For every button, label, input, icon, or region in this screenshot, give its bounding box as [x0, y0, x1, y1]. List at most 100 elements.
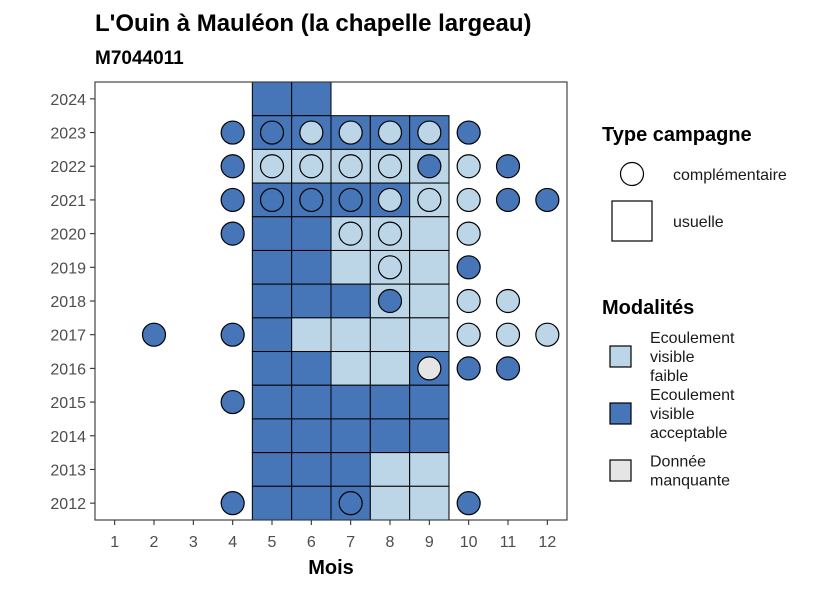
- usual-square-2014-5: [251, 418, 293, 454]
- complementary-circle-2021-4: [220, 187, 245, 213]
- usual-square-2013-7: [330, 452, 371, 487]
- usual-square-2016-6: [291, 351, 332, 386]
- legend-label-acceptable: visible: [650, 406, 695, 423]
- complementary-circle-2021-8: [377, 187, 403, 213]
- legend-label-faible: visible: [650, 349, 695, 366]
- complementary-circle-2022-5: [259, 154, 285, 179]
- complementary-circle-2023-10: [456, 120, 481, 145]
- usual-square-2013-8: [369, 452, 411, 487]
- usual-square-2016-8: [369, 351, 411, 386]
- squares-layer: [251, 81, 450, 521]
- x-tick-label: 8: [386, 534, 395, 551]
- usual-square-2016-5: [251, 351, 293, 386]
- legend-key-acceptable: [609, 402, 632, 425]
- complementary-circle-2020-8: [377, 221, 403, 246]
- legend-label-acceptable: acceptable: [650, 425, 727, 442]
- complementary-circle-2017-12: [535, 322, 560, 347]
- complementary-circle-2023-9: [417, 120, 442, 145]
- y-tick-label: 2023: [50, 126, 86, 143]
- complementary-circle-2020-10: [456, 221, 481, 246]
- complementary-circle-2023-7: [338, 120, 363, 145]
- y-tick-label: 2019: [50, 260, 86, 277]
- complementary-circle-2022-7: [338, 154, 363, 179]
- usual-square-2012-9: [409, 485, 450, 521]
- plot-area: [94, 81, 568, 521]
- legend-square-label: usuelle: [673, 214, 724, 231]
- complementary-circle-2016-11: [495, 356, 521, 381]
- usual-square-2017-8: [369, 317, 411, 353]
- y-tick-label: 2024: [50, 92, 86, 109]
- legend-modalites-title: Modalités: [602, 297, 694, 319]
- usual-square-2016-7: [330, 351, 371, 386]
- complementary-circle-2018-8: [377, 288, 403, 314]
- y-axis: 2012 2013 2014 2015 2016 2017 2018 2019 2020 2021…: [50, 92, 95, 513]
- x-tick-label: 3: [189, 534, 198, 551]
- legend-label-faible: faible: [650, 368, 688, 385]
- usual-square-2013-9: [409, 452, 450, 487]
- complementary-circle-2017-2: [141, 322, 167, 347]
- legend-key-manquante: [609, 459, 632, 482]
- complementary-circle-2012-4: [220, 491, 245, 516]
- y-tick-label: 2013: [50, 462, 86, 479]
- usual-square-2015-8: [369, 384, 411, 420]
- complementary-circle-2017-10: [456, 322, 481, 347]
- usual-square-2014-9: [409, 418, 450, 454]
- y-tick-label: 2018: [50, 294, 86, 311]
- x-tick-label: 5: [268, 534, 277, 551]
- complementary-circle-2022-10: [456, 154, 481, 179]
- usual-square-2017-5: [251, 317, 293, 353]
- complementary-circle-2022-8: [377, 154, 403, 179]
- complementary-circle-2021-9: [417, 187, 442, 213]
- usual-square-2014-8: [369, 418, 411, 454]
- usual-square-2020-5: [251, 216, 293, 251]
- legend-label-acceptable: Ecoulement: [650, 387, 735, 404]
- complementary-circle-2023-6: [299, 120, 324, 145]
- usual-square-2012-6: [291, 485, 332, 521]
- complementary-circle-2016-10: [456, 356, 481, 381]
- complementary-circle-2017-11: [495, 322, 521, 347]
- usual-square-2015-6: [291, 384, 332, 420]
- complementary-circle-2021-6: [299, 187, 324, 213]
- complementary-circle-2018-10: [456, 288, 481, 314]
- y-tick-label: 2015: [50, 395, 86, 412]
- chart-subtitle: M7044011: [95, 48, 184, 69]
- complementary-circle-2023-5: [259, 120, 285, 145]
- x-axis-title: Mois: [308, 557, 354, 579]
- complementary-circle-2020-4: [220, 221, 245, 246]
- complementary-circle-2021-5: [259, 187, 285, 213]
- legend-campaign: Type campagne complémentaire usuelle: [602, 124, 787, 242]
- complementary-circle-2015-4: [220, 389, 245, 415]
- usual-square-2018-6: [291, 283, 332, 319]
- complementary-circle-2022-4: [220, 154, 245, 179]
- complementary-circle-2023-8: [377, 120, 403, 145]
- complementary-circle-2021-7: [338, 187, 363, 213]
- x-tick-label: 12: [538, 534, 556, 551]
- y-tick-label: 2012: [50, 496, 86, 513]
- usual-square-2018-5: [251, 283, 293, 319]
- usual-square-2019-6: [291, 249, 332, 285]
- usual-square-2015-9: [409, 384, 450, 420]
- legend-circle-label: complémentaire: [673, 167, 787, 184]
- x-tick-label: 4: [228, 534, 237, 551]
- complementary-circle-2019-8: [377, 255, 403, 280]
- legend-circle-symbol: [619, 161, 645, 187]
- usual-square-2020-9: [409, 216, 450, 251]
- usual-square-2017-9: [409, 317, 450, 353]
- complementary-circle-2022-11: [495, 154, 521, 179]
- complementary-circle-2020-7: [338, 221, 363, 246]
- usual-square-2020-6: [291, 216, 332, 251]
- complementary-circle-2022-6: [299, 154, 324, 179]
- complementary-circle-2016-9: [417, 356, 442, 381]
- legend-label-faible: Ecoulement: [650, 330, 735, 347]
- usual-square-2018-9: [409, 283, 450, 319]
- usual-square-2013-5: [251, 452, 293, 487]
- usual-square-2024-5: [251, 81, 293, 117]
- x-axis: 1 2 3 4 5 6 7 8 9 10 11 12: [110, 520, 556, 551]
- x-tick-label: 2: [150, 534, 159, 551]
- y-tick-label: 2014: [50, 429, 86, 446]
- usual-square-2014-6: [291, 418, 332, 454]
- x-tick-label: 6: [307, 534, 316, 551]
- x-tick-label: 11: [500, 534, 517, 551]
- usual-square-2018-7: [330, 283, 371, 319]
- usual-square-2019-9: [409, 249, 450, 285]
